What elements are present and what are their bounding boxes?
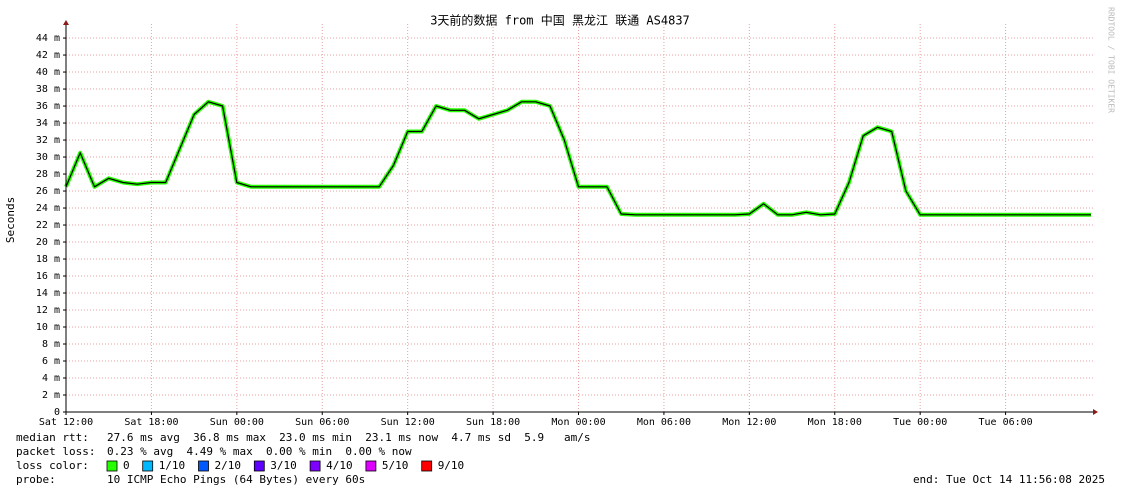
y-tick-label: 16 m [36, 271, 60, 282]
loss-swatch [198, 460, 209, 472]
loss-swatch [106, 460, 118, 472]
y-tick-label: 44 m [36, 33, 60, 44]
x-tick-label: Tue 00:00 [893, 417, 947, 428]
probe-text: 10 ICMP Echo Pings (64 Bytes) every 60s [107, 473, 365, 486]
loss-label: loss color: [16, 459, 89, 472]
x-tick-label: Sun 12:00 [381, 417, 435, 428]
stat-text: 27.6 ms avg 36.8 ms max 23.0 ms min 23.1… [107, 431, 590, 444]
y-tick-label: 0 [54, 407, 60, 418]
loss-swatch-label: 1/10 [159, 459, 186, 472]
loss-swatch-label: 4/10 [326, 459, 353, 472]
stat-label: median rtt: [16, 431, 89, 444]
loss-swatch [365, 460, 377, 472]
y-tick-label: 12 m [36, 305, 60, 316]
y-axis-arrow [63, 20, 69, 25]
y-tick-label: 34 m [36, 118, 60, 129]
y-tick-label: 42 m [36, 50, 60, 61]
y-tick-label: 30 m [36, 152, 60, 163]
x-tick-label: Sun 00:00 [210, 417, 264, 428]
median-rtt-line [65, 101, 1091, 216]
chart-title: 3天前的数据 from 中国 黑龙江 联通 AS4837 [430, 13, 690, 28]
y-tick-label: 4 m [42, 373, 60, 384]
loss-swatch [253, 460, 265, 472]
x-tick-label: Sun 06:00 [295, 417, 349, 428]
probe-label: probe: [16, 473, 56, 486]
y-tick-label: 40 m [36, 67, 60, 78]
y-tick-label: 36 m [36, 101, 60, 112]
watermark: RRDTOOL / TOBI OETIKER [1107, 7, 1116, 113]
y-tick-label: 20 m [36, 237, 60, 248]
loss-swatch-label: 9/10 [438, 459, 465, 472]
plot-area [64, 24, 1094, 412]
x-tick-label: Mon 06:00 [637, 417, 691, 428]
x-tick-label: Sat 12:00 [39, 417, 93, 428]
x-tick-label: Mon 00:00 [551, 417, 605, 428]
y-tick-label: 28 m [36, 169, 60, 180]
x-tick-label: Sun 18:00 [466, 417, 520, 428]
stat-text: 0.23 % avg 4.49 % max 0.00 % min 0.00 % … [107, 445, 412, 458]
stat-label: packet loss: [16, 445, 95, 458]
y-tick-label: 8 m [42, 339, 60, 350]
loss-swatch-label: 3/10 [270, 459, 297, 472]
y-tick-label: 10 m [36, 322, 60, 333]
x-tick-label: Sat 18:00 [124, 417, 178, 428]
loss-swatch [142, 460, 154, 472]
y-tick-label: 2 m [42, 390, 60, 401]
y-tick-label: 32 m [36, 135, 60, 146]
loss-swatch [309, 460, 321, 472]
x-tick-label: Tue 06:00 [978, 417, 1032, 428]
y-tick-label: 24 m [36, 203, 60, 214]
loss-swatch-label: 2/10 [215, 459, 242, 472]
loss-swatch-label: 0 [123, 459, 130, 472]
y-tick-label: 26 m [36, 186, 60, 197]
loss-swatch-label: 5/10 [382, 459, 409, 472]
x-tick-label: Mon 18:00 [808, 417, 862, 428]
y-tick-label: 38 m [36, 84, 60, 95]
y-tick-label: 6 m [42, 356, 60, 367]
loss-swatch [421, 460, 433, 472]
y-tick-label: 14 m [36, 288, 60, 299]
end-time: end: Tue Oct 14 11:56:08 2025 [913, 473, 1105, 486]
y-tick-label: 18 m [36, 254, 60, 265]
y-axis-label: Seconds [4, 197, 17, 243]
y-tick-label: 22 m [36, 220, 60, 231]
x-tick-label: Mon 12:00 [722, 417, 776, 428]
x-axis-arrow [1093, 409, 1098, 415]
